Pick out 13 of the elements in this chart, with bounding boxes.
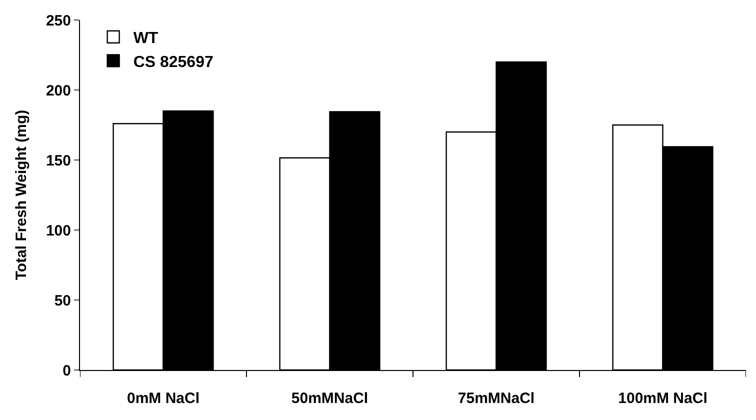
y-tick-label: 0	[62, 362, 71, 380]
x-tick-label: 100mM NaCl	[618, 390, 708, 407]
legend-label: CS 825697	[133, 54, 214, 71]
legend-label: WT	[133, 30, 158, 48]
x-tick-label: 50mMNaCl	[291, 390, 368, 407]
x-tick-label: 0mM NaCl	[126, 390, 200, 407]
y-tick-label: 100	[46, 222, 71, 240]
y-axis-title: Total Fresh Weight (mg)	[13, 110, 30, 280]
y-tick-label: 150	[46, 152, 71, 170]
x-tick-label: 75mMNaCl	[458, 390, 535, 407]
y-tick-label: 50	[54, 292, 71, 310]
y-tick-label: 200	[46, 82, 71, 100]
y-tick-label: 250	[46, 12, 71, 30]
